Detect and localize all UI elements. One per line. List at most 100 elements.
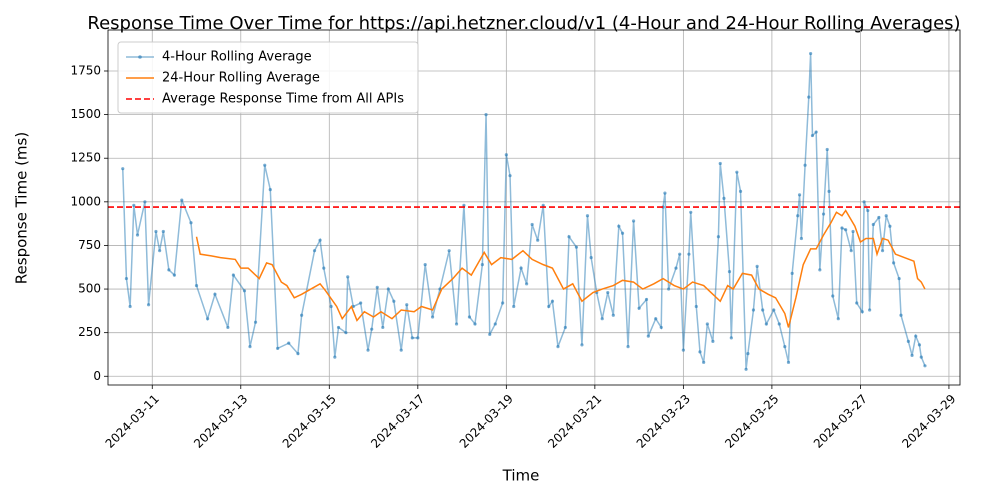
- data-point: [180, 198, 184, 202]
- legend-label: Average Response Time from All APIs: [162, 92, 404, 107]
- y-tick-label: 0: [93, 369, 101, 383]
- data-point: [906, 339, 910, 343]
- data-point: [687, 252, 691, 256]
- data-point: [667, 287, 671, 291]
- data-point: [606, 290, 610, 295]
- data-point: [761, 308, 765, 312]
- data-point: [831, 294, 835, 298]
- data-point: [764, 322, 768, 326]
- legend-label: 24-Hour Rolling Average: [162, 71, 320, 86]
- data-point: [790, 271, 794, 275]
- data-point: [803, 163, 807, 167]
- data-point: [132, 203, 136, 207]
- data-point: [336, 325, 341, 330]
- data-point: [674, 266, 678, 270]
- data-point: [508, 174, 512, 178]
- y-tick-label: 250: [78, 325, 101, 339]
- data-point: [462, 203, 466, 207]
- data-point: [392, 299, 396, 303]
- data-point: [807, 95, 811, 99]
- data-point: [574, 245, 579, 249]
- data-point: [818, 268, 822, 272]
- data-point: [899, 313, 903, 317]
- data-point: [287, 341, 291, 345]
- data-point: [550, 299, 555, 303]
- data-point: [617, 224, 621, 228]
- data-point: [888, 224, 892, 228]
- data-point: [871, 222, 875, 227]
- data-point: [473, 322, 477, 326]
- data-point: [777, 322, 781, 326]
- data-point: [855, 301, 859, 305]
- data-point: [366, 348, 370, 352]
- data-point: [329, 304, 333, 309]
- y-tick-label: 1250: [70, 151, 101, 165]
- data-point: [488, 332, 492, 337]
- data-point: [536, 238, 540, 242]
- data-point: [755, 264, 759, 268]
- data-point: [880, 249, 885, 253]
- data-point: [268, 188, 272, 192]
- data-point: [541, 203, 545, 207]
- data-point: [637, 306, 641, 310]
- data-point: [866, 208, 870, 213]
- data-point: [689, 210, 693, 214]
- data-point: [836, 317, 840, 321]
- data-point: [646, 334, 650, 338]
- data-point: [659, 325, 663, 330]
- data-point: [567, 235, 571, 239]
- data-point: [910, 353, 914, 357]
- data-point: [580, 343, 584, 347]
- data-point: [519, 266, 523, 270]
- data-point: [681, 348, 685, 352]
- data-point: [501, 301, 505, 305]
- data-point: [844, 228, 848, 232]
- legend-box: [117, 41, 419, 114]
- data-point: [626, 345, 630, 349]
- data-point: [248, 345, 252, 349]
- data-point: [312, 249, 317, 253]
- y-tick-label: 1500: [70, 107, 101, 121]
- data-point: [840, 226, 844, 230]
- data-point: [923, 364, 927, 368]
- data-point: [698, 350, 702, 354]
- data-point: [405, 303, 409, 307]
- data-point: [276, 346, 280, 350]
- data-point: [467, 315, 472, 319]
- data-point: [322, 266, 326, 270]
- legend-label: 4-Hour Rolling Average: [162, 50, 312, 65]
- data-point: [772, 308, 776, 312]
- data-point: [504, 153, 508, 157]
- data-point: [447, 249, 451, 253]
- data-point: [917, 343, 922, 347]
- y-tick-label: 1750: [70, 63, 101, 77]
- data-point: [205, 317, 210, 321]
- data-point: [484, 113, 488, 117]
- data-point: [611, 313, 615, 317]
- data-point: [381, 325, 385, 330]
- data-point: [423, 263, 427, 267]
- data-point: [783, 345, 787, 349]
- data-point: [213, 292, 217, 296]
- data-point: [644, 297, 649, 302]
- legend-marker: [138, 55, 142, 59]
- data-point: [600, 317, 604, 321]
- data-point: [167, 268, 171, 272]
- data-point: [786, 360, 791, 364]
- series-line: [195, 209, 926, 328]
- data-point: [318, 238, 322, 242]
- data-point: [344, 331, 348, 335]
- data-point: [154, 229, 158, 234]
- x-axis-label: Time: [502, 467, 540, 485]
- data-point: [702, 360, 706, 364]
- data-point: [631, 219, 636, 223]
- data-point: [547, 304, 551, 309]
- data-point: [678, 252, 682, 256]
- data-point: [711, 339, 715, 343]
- data-point: [735, 170, 739, 174]
- data-point: [851, 229, 855, 234]
- data-point: [860, 310, 864, 314]
- data-point: [727, 270, 732, 274]
- data-point: [410, 336, 414, 340]
- plot-frame: [107, 29, 961, 386]
